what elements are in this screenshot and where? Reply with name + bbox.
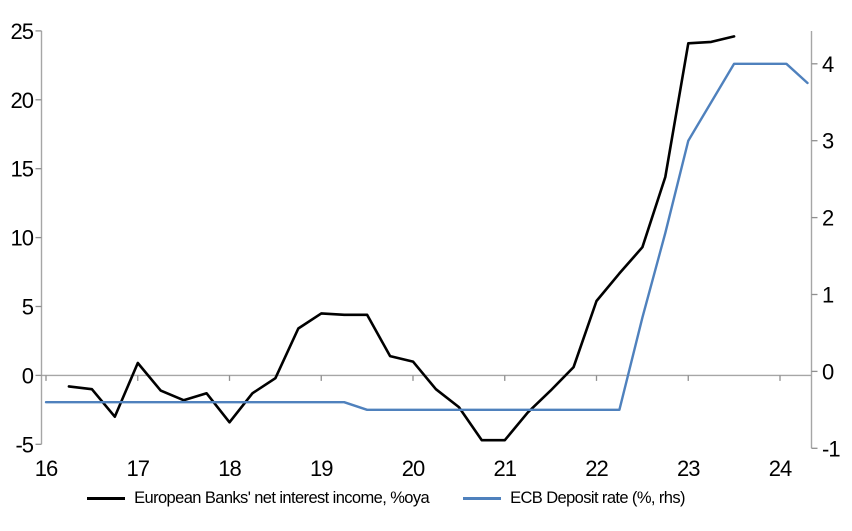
legend-item-net-interest-income: European Banks' net interest income, %oy…: [87, 489, 430, 508]
legend: European Banks' net interest income, %oy…: [0, 489, 772, 508]
legend-label-net-interest-income: European Banks' net interest income, %oy…: [134, 489, 430, 507]
left-y-axis-tick-label: 25: [11, 19, 34, 44]
x-axis-tick-label: 16: [35, 456, 58, 481]
right-y-axis-tick-label: -1: [822, 436, 840, 461]
right-y-axis-tick-label: 0: [822, 359, 834, 384]
x-axis-tick-label: 17: [127, 456, 150, 481]
left-y-axis-tick-label: -5: [15, 432, 33, 457]
legend-item-ecb-deposit-rate: ECB Deposit rate (%, rhs): [463, 489, 685, 508]
right-y-axis-tick-label: 3: [822, 129, 834, 154]
left-y-axis-tick-label: 5: [22, 295, 34, 320]
left-y-axis-tick-label: 0: [22, 363, 34, 388]
x-axis-tick-label: 22: [585, 456, 608, 481]
left-y-axis-tick-label: 10: [11, 226, 34, 251]
right-y-axis-tick-label: 2: [822, 206, 834, 231]
left-y-axis-tick-label: 20: [11, 88, 34, 113]
net-interest-income-line: [67, 35, 736, 442]
x-axis-tick-label: 21: [494, 456, 517, 481]
x-axis-tick-label: 18: [218, 456, 241, 481]
x-axis-tick-label: 19: [310, 456, 333, 481]
right-y-axis-tick-label: 4: [822, 52, 834, 77]
legend-label-ecb-deposit-rate: ECB Deposit rate (%, rhs): [510, 489, 685, 507]
x-axis-tick-label: 23: [677, 456, 700, 481]
x-axis-tick-label: 20: [402, 456, 425, 481]
black-line-swatch-icon: [87, 497, 126, 500]
x-axis-tick-label: 24: [769, 456, 792, 481]
right-y-axis-tick-label: 1: [822, 283, 834, 308]
left-y-axis-tick-label: 15: [11, 157, 34, 182]
blue-line-swatch-icon: [463, 497, 502, 500]
ecb-deposit-rate-line: [44, 62, 809, 411]
